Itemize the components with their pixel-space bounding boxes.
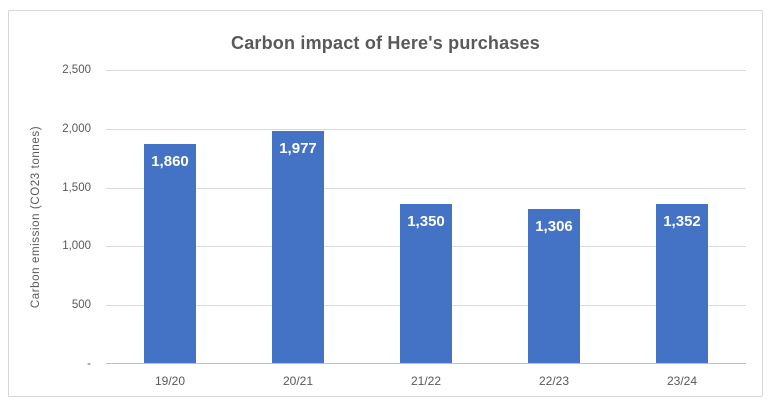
y-tick-label: 500 — [71, 299, 91, 312]
bar-20/21: 1,977 — [272, 131, 324, 363]
bar-value-label: 1,860 — [151, 153, 189, 170]
chart-panel: Carbon impact of Here's purchases Carbon… — [8, 10, 763, 397]
y-tick-label: 2,000 — [62, 122, 91, 135]
bar-22/23: 1,306 — [528, 209, 580, 363]
bar-23/24: 1,352 — [656, 204, 708, 363]
x-tick-label: 23/24 — [666, 374, 698, 388]
gridline — [106, 128, 746, 130]
chart-title: Carbon impact of Here's purchases — [231, 33, 540, 53]
bar-21/22: 1,350 — [400, 204, 452, 363]
y-axis-title: Carbon emission (CO23 tonnes) — [30, 125, 42, 309]
y-tick-label: 1,000 — [62, 240, 91, 253]
x-tick-label: 21/22 — [410, 374, 442, 388]
x-tick-label: 22/23 — [538, 374, 570, 388]
bar-value-label: 1,977 — [279, 140, 317, 157]
gridline — [106, 70, 746, 71]
bar-value-label: 1,306 — [535, 218, 573, 235]
bar-value-label: 1,350 — [407, 213, 445, 230]
y-tick-label: - — [87, 358, 91, 370]
plot-area: 1,860 1,977 1,350 1,306 1,352 — [106, 70, 746, 364]
bar-19/20: 1,860 — [144, 144, 196, 363]
x-tick-label: 20/21 — [282, 374, 314, 388]
y-tick-label: 1,500 — [62, 181, 91, 194]
y-tick-label: 2,500 — [62, 64, 91, 76]
x-tick-label: 19/20 — [154, 374, 186, 388]
gridline — [106, 187, 746, 189]
bar-value-label: 1,352 — [663, 213, 701, 230]
